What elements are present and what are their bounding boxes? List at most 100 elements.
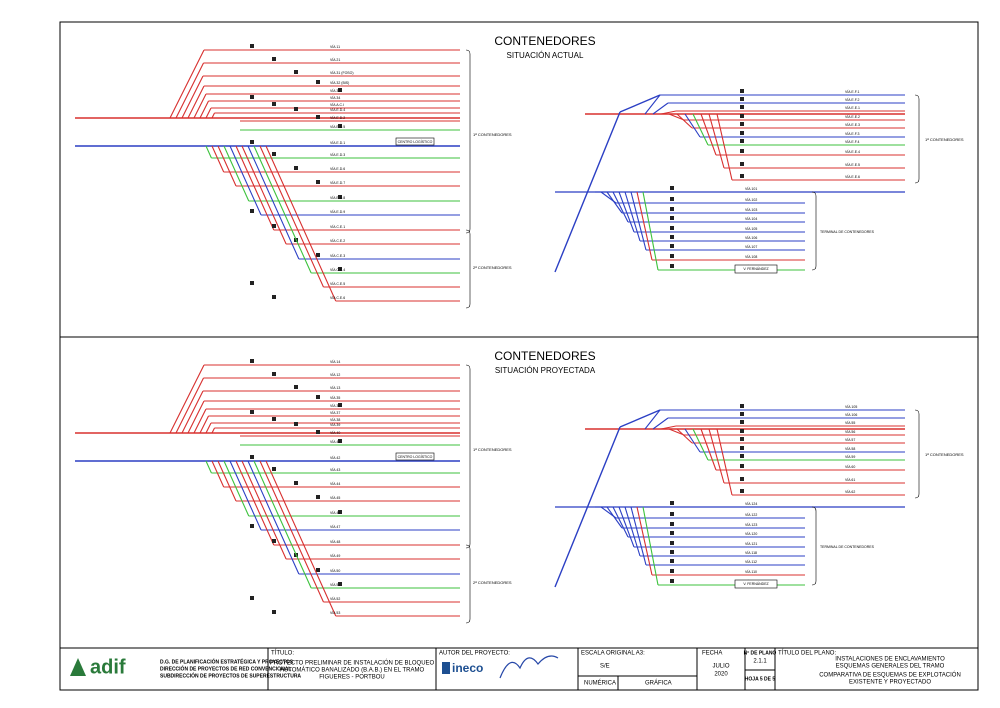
track [187, 400, 205, 434]
track [211, 460, 225, 488]
track-label: VÍA 106 [845, 413, 857, 417]
signal [740, 489, 744, 493]
plan-label: Nº DE PLANO [744, 650, 777, 656]
signal [740, 89, 744, 93]
panel-title: CONTENEDORES [494, 34, 595, 48]
track [223, 145, 250, 202]
sheet-number: HOJA 5 DE 5 [745, 676, 776, 682]
group-brace [465, 49, 471, 234]
signal [740, 139, 744, 143]
track-label: VÍA C.E.1 [330, 225, 345, 229]
track-label: VÍA 103 [745, 208, 757, 212]
signal [740, 404, 744, 408]
plan-title-line: INSTALACIONES DE ENCLAVAMIENTO [835, 657, 945, 663]
track-label: VÍA 35 [330, 396, 340, 400]
track [660, 110, 677, 115]
track-label: VÍA 101 [745, 187, 757, 191]
signal [740, 105, 744, 109]
track [193, 93, 207, 119]
track-label: VÍA E.D.1 [330, 141, 345, 145]
track-label: VÍA C.E.3 [330, 254, 345, 258]
track-label: VÍA 43 [330, 468, 340, 472]
signal [250, 140, 254, 144]
track-label: VÍA 61 [845, 478, 855, 482]
signal [740, 149, 744, 153]
signal [740, 477, 744, 481]
track [217, 145, 237, 187]
track-label: VÍA 46 [330, 511, 340, 515]
track-label: VÍA C.E.2 [330, 239, 345, 243]
signal [670, 216, 674, 220]
track-label: VÍA 110 [745, 570, 757, 574]
date-year: 2020 [714, 672, 728, 678]
track-label: VÍA E.E.5 [845, 163, 860, 167]
signal [670, 531, 674, 535]
org-line: D.G. DE PLANIFICACIÓN ESTRATÉGICA Y PROY… [160, 657, 294, 665]
signal [740, 437, 744, 441]
group-brace [914, 409, 920, 499]
track-label: VÍA 33 [330, 89, 340, 93]
track [619, 409, 661, 428]
track [708, 428, 725, 484]
group-brace [465, 544, 471, 624]
signal [316, 495, 320, 499]
org-line: SUBDIRECCIÓN DE PROYECTOS DE SUPERESTRUC… [160, 671, 301, 679]
signal [272, 539, 276, 543]
signal [272, 152, 276, 156]
track-label: VÍA E.D.9 [330, 210, 345, 214]
track [205, 107, 212, 119]
track-label: VÍA 123 [745, 523, 757, 527]
track-label: VÍA C.E.6 [330, 296, 345, 300]
box-label: CENTRO LOGÍSTICO [398, 140, 433, 144]
signal [740, 122, 744, 126]
track-label: VÍA E.E.6 [845, 175, 860, 179]
signal [316, 430, 320, 434]
track [684, 113, 701, 138]
plan-title-label: TÍTULO DEL PLANO: [778, 650, 836, 657]
signal [670, 264, 674, 268]
track [619, 94, 661, 113]
track-label: VÍA 34 [330, 96, 340, 100]
track-label: VÍA E.F.2 [845, 98, 859, 102]
track-label: VÍA 32 (BIS) [330, 81, 349, 85]
track-label: VÍA 118 [745, 551, 757, 555]
track-label: VÍA C.E.4 [330, 268, 345, 272]
track [253, 145, 312, 274]
signal [272, 417, 276, 421]
panel-title: CONTENEDORES [494, 349, 595, 363]
label-box [395, 137, 435, 146]
track [205, 145, 212, 159]
signal [670, 186, 674, 190]
signal [338, 439, 342, 443]
track [187, 85, 205, 119]
signal [670, 569, 674, 573]
track-label: VÍA 38 [330, 418, 340, 422]
track-label: VÍA 121 [745, 542, 757, 546]
group-brace [914, 94, 920, 184]
signal [670, 541, 674, 545]
track [700, 428, 717, 471]
track-label: VÍA 107 [745, 245, 757, 249]
track [660, 425, 677, 430]
track [259, 145, 324, 288]
track [205, 460, 212, 474]
author-name: ineco [452, 661, 483, 675]
signal [316, 180, 320, 184]
scale-graphic: GRÁFICA [645, 680, 672, 687]
track-label: VÍA 106 [745, 236, 757, 240]
group-label: 1ª CONTENEDORES [925, 137, 964, 142]
signal [272, 467, 276, 471]
track [642, 191, 659, 271]
track [676, 428, 693, 444]
track-label: VÍA 47 [330, 525, 340, 529]
signal [338, 88, 342, 92]
track [175, 377, 204, 434]
track [618, 191, 635, 233]
track [612, 191, 629, 223]
track [606, 506, 623, 529]
group-label: 1ª CONTENEDORES [473, 447, 512, 452]
signal [250, 44, 254, 48]
box-label: V. FERNÁNDEZ [743, 582, 769, 586]
signature [499, 655, 559, 679]
